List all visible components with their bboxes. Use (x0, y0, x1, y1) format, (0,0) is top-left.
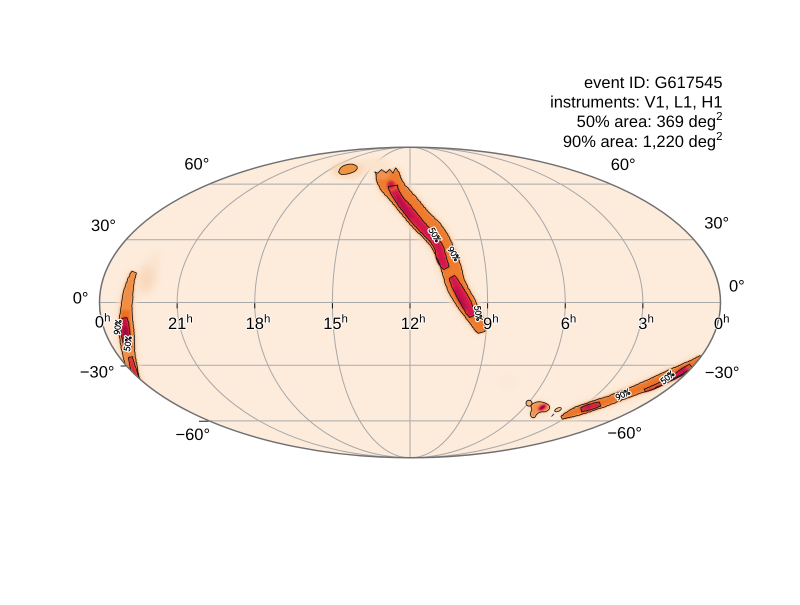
svg-text:instruments: V1, L1, H1: instruments: V1, L1, H1 (550, 94, 722, 112)
svg-text:−60°: −60° (176, 426, 211, 444)
svg-text:−60°: −60° (607, 425, 642, 443)
svg-text:30°: 30° (91, 217, 116, 235)
svg-text:−30°: −30° (705, 364, 740, 382)
svg-text:60°: 60° (184, 155, 209, 173)
svg-text:event ID: G617545: event ID: G617545 (584, 74, 723, 92)
svg-text:60°: 60° (611, 156, 636, 174)
svg-text:90% area: 1,220 deg2: 90% area: 1,220 deg2 (563, 131, 723, 151)
svg-text:0°: 0° (729, 278, 745, 296)
svg-text:0°: 0° (73, 290, 89, 308)
svg-text:50% area: 369 deg2: 50% area: 369 deg2 (577, 111, 723, 131)
svg-text:30°: 30° (704, 215, 729, 233)
svg-text:−30°: −30° (80, 364, 115, 382)
